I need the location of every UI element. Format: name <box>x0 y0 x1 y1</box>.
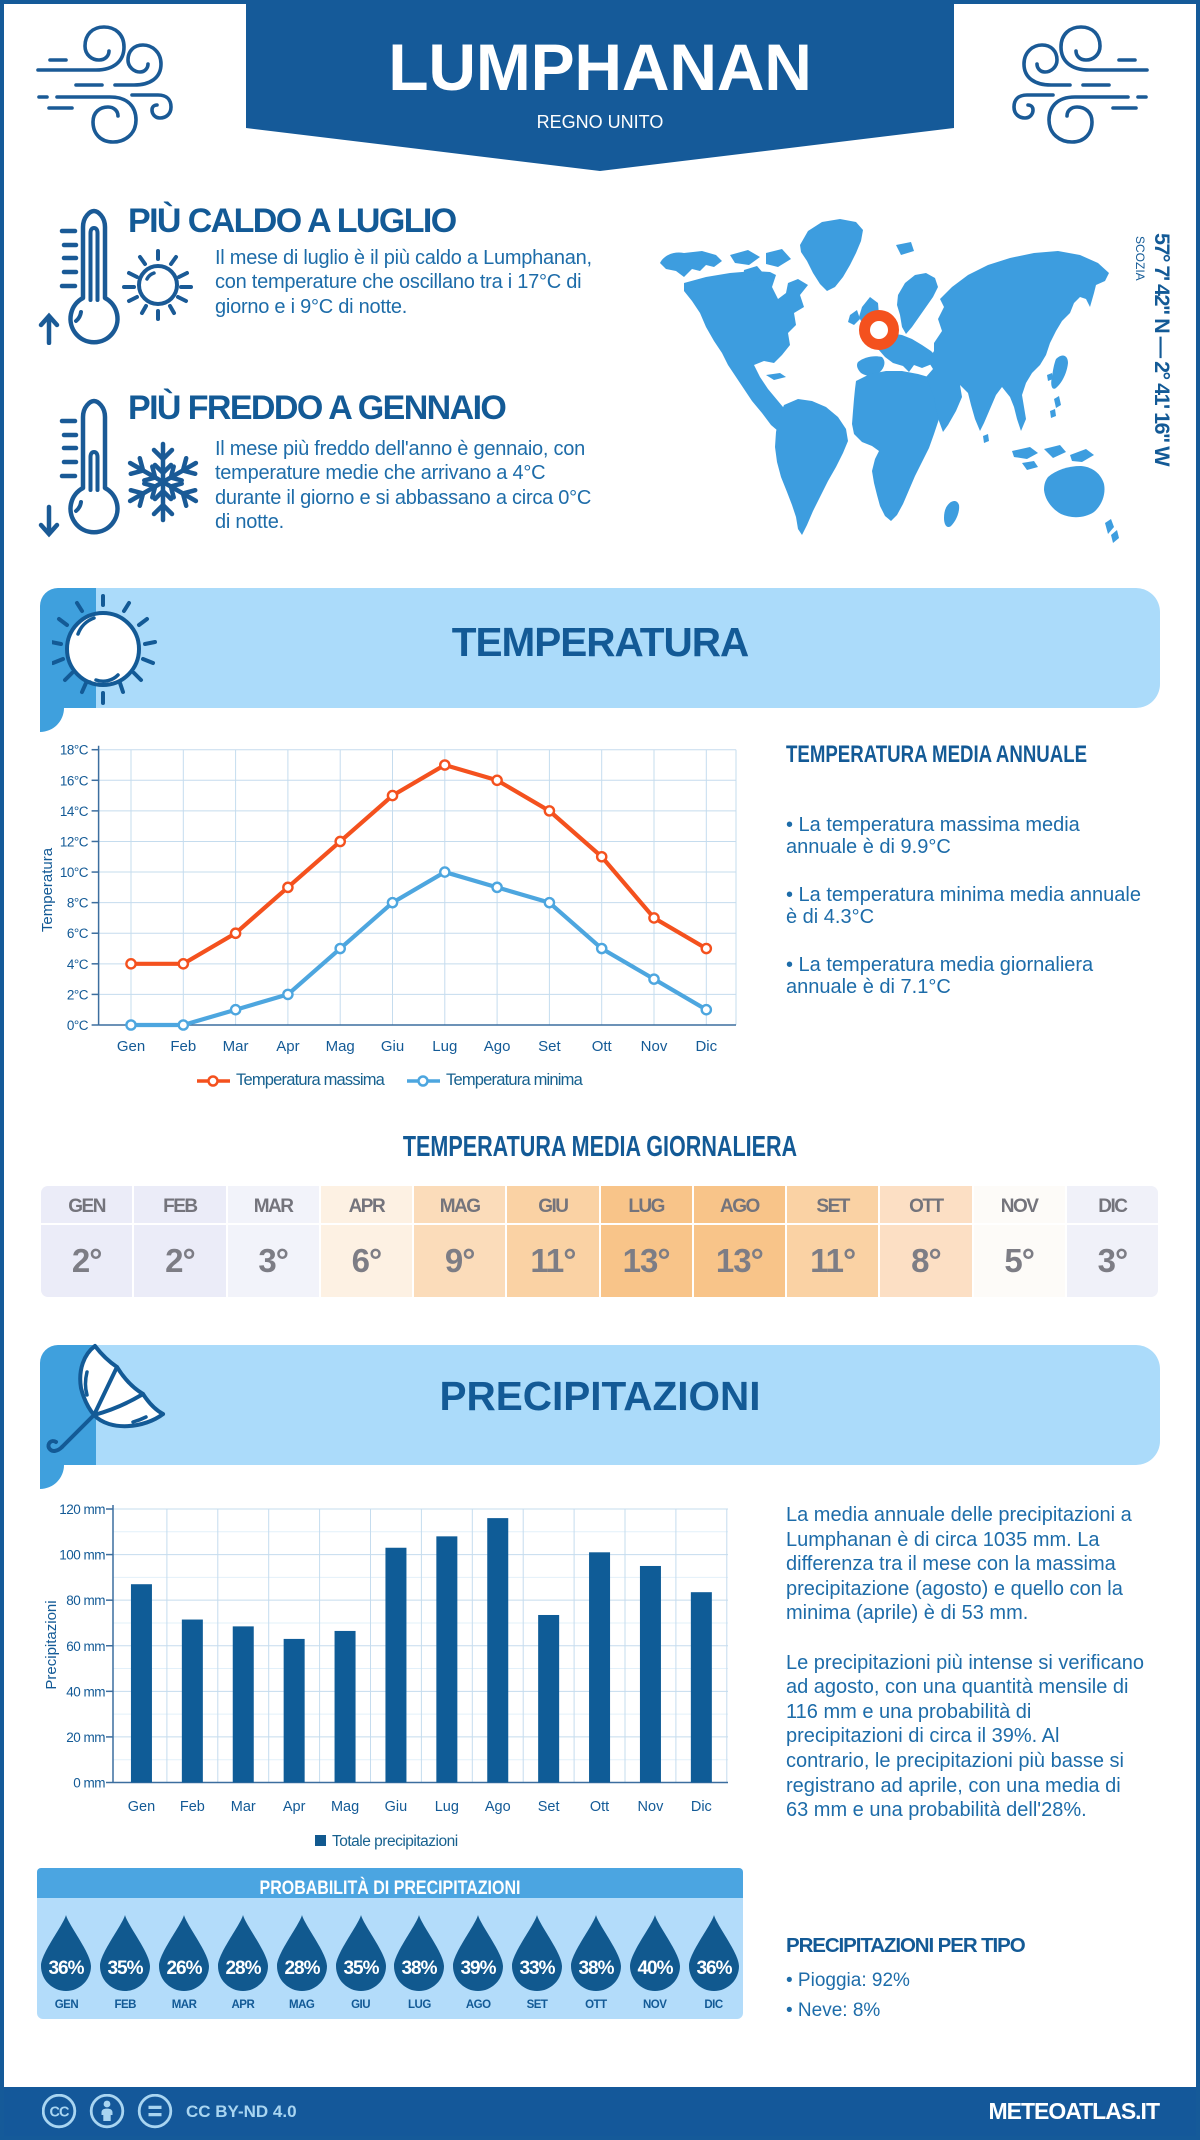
svg-text:120 mm: 120 mm <box>59 1502 105 1517</box>
svg-text:12°C: 12°C <box>60 834 89 849</box>
svg-text:2°C: 2°C <box>67 987 89 1002</box>
svg-text:Mar: Mar <box>231 1799 256 1815</box>
svg-text:6°C: 6°C <box>67 926 89 941</box>
svg-text:40%: 40% <box>637 1958 673 1979</box>
svg-text:Dic: Dic <box>695 1038 717 1055</box>
svg-text:Ott: Ott <box>590 1799 609 1815</box>
svg-text:Ago: Ago <box>484 1038 511 1055</box>
svg-text:28%: 28% <box>225 1958 261 1979</box>
svg-text:Feb: Feb <box>170 1038 196 1055</box>
svg-text:Nov: Nov <box>638 1799 665 1815</box>
svg-text:39%: 39% <box>461 1958 497 1979</box>
svg-text:Ago: Ago <box>485 1799 511 1815</box>
svg-text:0°C: 0°C <box>67 1018 89 1033</box>
svg-text:18°C: 18°C <box>60 743 89 758</box>
svg-text:Giu: Giu <box>381 1038 404 1055</box>
svg-text:33%: 33% <box>520 1958 556 1979</box>
svg-text:35%: 35% <box>108 1958 144 1979</box>
svg-text:80 mm: 80 mm <box>66 1593 105 1608</box>
svg-text:Set: Set <box>538 1038 561 1055</box>
svg-text:Gen: Gen <box>117 1038 145 1055</box>
svg-text:Ott: Ott <box>592 1038 613 1055</box>
svg-text:Mar: Mar <box>223 1038 249 1055</box>
svg-text:14°C: 14°C <box>60 804 89 819</box>
svg-text:Apr: Apr <box>276 1038 299 1055</box>
svg-text:Mag: Mag <box>326 1038 355 1055</box>
svg-text:28%: 28% <box>284 1958 320 1979</box>
svg-text:26%: 26% <box>167 1958 203 1979</box>
svg-text:Gen: Gen <box>128 1799 155 1815</box>
svg-text:Precipitazioni: Precipitazioni <box>43 1600 60 1689</box>
svg-text:100 mm: 100 mm <box>59 1548 105 1563</box>
svg-text:35%: 35% <box>343 1958 379 1979</box>
svg-text:38%: 38% <box>578 1958 614 1979</box>
svg-text:8°C: 8°C <box>67 896 89 911</box>
svg-text:Dic: Dic <box>691 1799 712 1815</box>
svg-text:Mag: Mag <box>331 1799 359 1815</box>
svg-text:10°C: 10°C <box>60 865 89 880</box>
svg-text:Apr: Apr <box>283 1799 306 1815</box>
svg-text:38%: 38% <box>402 1958 438 1979</box>
svg-text:4°C: 4°C <box>67 957 89 972</box>
svg-text:16°C: 16°C <box>60 773 89 788</box>
svg-text:Temperatura: Temperatura <box>40 847 56 932</box>
svg-text:Lug: Lug <box>432 1038 457 1055</box>
svg-text:Set: Set <box>538 1799 560 1815</box>
svg-text:Feb: Feb <box>180 1799 205 1815</box>
svg-text:36%: 36% <box>49 1958 85 1979</box>
svg-text:60 mm: 60 mm <box>66 1639 105 1654</box>
svg-text:0 mm: 0 mm <box>73 1776 105 1791</box>
svg-text:20 mm: 20 mm <box>66 1730 105 1745</box>
svg-text:CC: CC <box>50 2105 70 2121</box>
svg-text:40 mm: 40 mm <box>66 1684 105 1699</box>
svg-text:36%: 36% <box>696 1958 732 1979</box>
svg-text:Lug: Lug <box>435 1799 459 1815</box>
svg-text:Giu: Giu <box>385 1799 408 1815</box>
svg-text:Nov: Nov <box>641 1038 668 1055</box>
